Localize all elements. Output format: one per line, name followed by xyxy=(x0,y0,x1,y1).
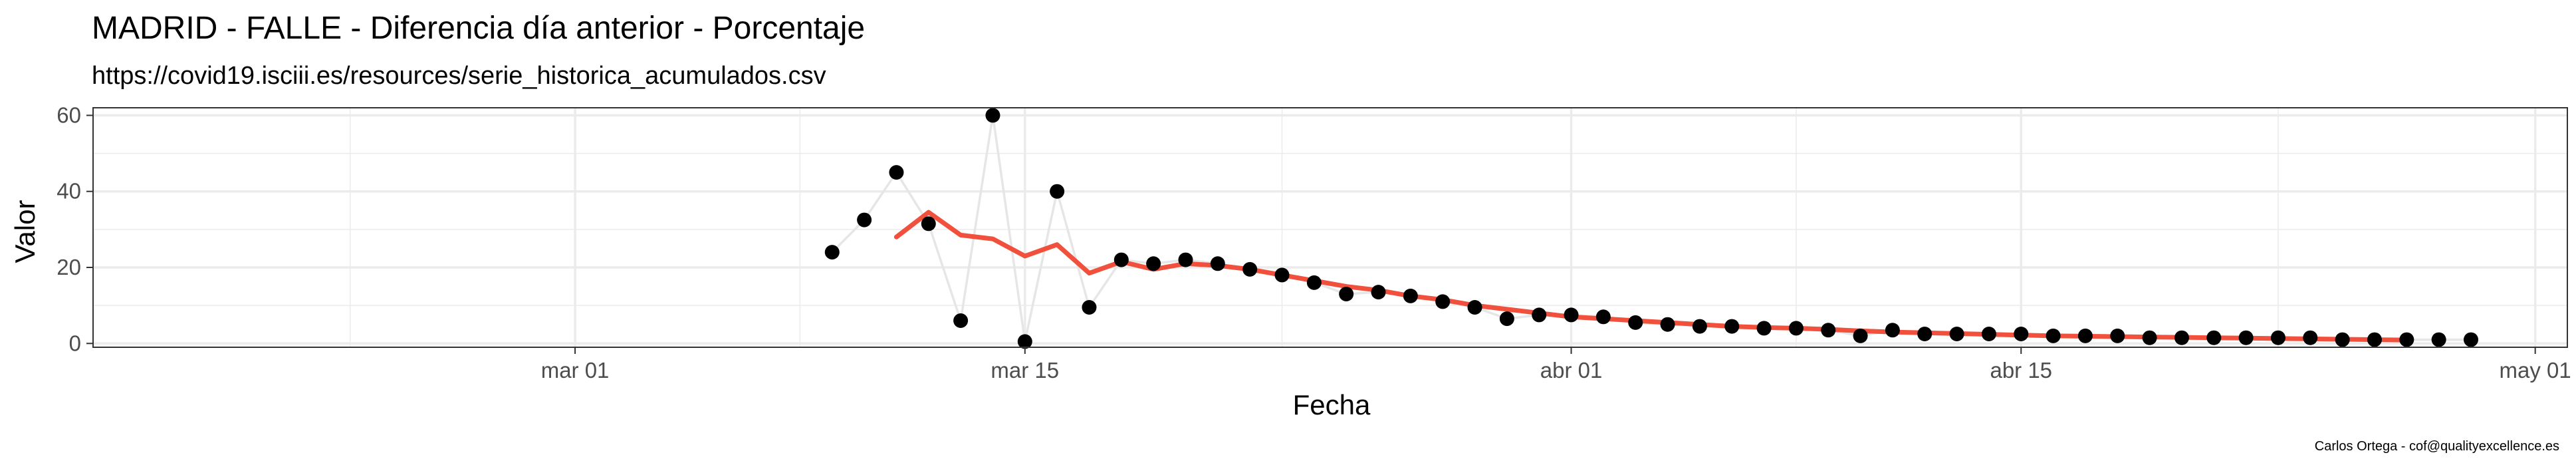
axis-ticks: 0 20 40 60 mar 01 mar 15 abr 01 abr 15 may 01 xyxy=(57,102,2571,383)
data-point xyxy=(824,245,840,260)
data-point xyxy=(2077,328,2093,343)
data-point xyxy=(1499,311,1514,327)
data-point xyxy=(1853,328,1868,343)
chart-title: MADRID - FALLE - Diferencia día anterior… xyxy=(92,11,865,46)
data-point xyxy=(2110,328,2125,343)
data-point xyxy=(2270,330,2285,345)
chart-subtitle: https://covid19.isciii.es/resources/seri… xyxy=(92,62,826,90)
data-point xyxy=(921,216,936,232)
data-point xyxy=(1210,256,1225,271)
data-point xyxy=(2174,330,2189,345)
data-point xyxy=(1435,294,1451,309)
panel-border xyxy=(92,107,2568,348)
data-point xyxy=(2367,332,2382,347)
data-point xyxy=(1532,307,1547,323)
data-point xyxy=(1146,256,1161,271)
data-point xyxy=(1917,327,1932,341)
data-point xyxy=(1050,184,1065,199)
data-point xyxy=(1628,315,1643,330)
data-point xyxy=(1017,334,1032,349)
y-tick-label: 20 xyxy=(57,255,81,279)
data-point xyxy=(1756,321,1772,336)
data-point xyxy=(985,108,1000,123)
data-point xyxy=(1242,261,1258,277)
data-point xyxy=(2014,327,2029,341)
data-point xyxy=(1692,319,1707,334)
data-point xyxy=(889,165,904,180)
data-point xyxy=(1821,323,1836,338)
y-tick-label: 60 xyxy=(57,102,81,127)
data-point xyxy=(953,313,969,328)
data-point xyxy=(2463,332,2478,347)
y-tick-label: 40 xyxy=(57,179,81,204)
raw-line-path xyxy=(831,114,2471,343)
data-points xyxy=(824,108,2478,349)
grid xyxy=(93,108,2567,347)
data-point xyxy=(1949,327,1964,341)
data-point xyxy=(2206,330,2222,345)
data-point xyxy=(1403,288,1418,303)
data-point xyxy=(1595,309,1611,325)
raw-series-line xyxy=(831,114,2471,343)
data-point xyxy=(857,212,872,228)
x-axis-title: Fecha xyxy=(1293,389,1371,420)
x-tick-label: may 01 xyxy=(2500,358,2571,383)
data-point xyxy=(1885,323,1900,338)
data-point xyxy=(2303,330,2318,345)
data-point xyxy=(1306,275,1322,290)
data-point xyxy=(1371,285,1386,300)
data-point xyxy=(2142,330,2157,345)
data-point xyxy=(1660,317,1675,332)
y-axis-title: Valor xyxy=(9,200,41,263)
x-tick-label: mar 15 xyxy=(991,358,1059,383)
smoothed-series-line xyxy=(893,210,2409,343)
y-tick-label: 0 xyxy=(69,331,81,355)
data-point xyxy=(2335,332,2350,347)
data-point xyxy=(1724,319,1740,334)
data-point xyxy=(1981,327,1996,341)
data-point xyxy=(2399,332,2414,347)
data-point xyxy=(1082,300,1097,315)
data-point xyxy=(1339,287,1354,301)
x-tick-label: abr 15 xyxy=(1990,358,2052,383)
caption: Carlos Ortega - cof@qualityexcellence.es xyxy=(2315,439,2559,454)
data-point xyxy=(1274,267,1290,283)
data-point xyxy=(1564,307,1579,323)
data-point xyxy=(1178,252,1193,267)
data-point xyxy=(1788,321,1804,336)
data-point xyxy=(1467,300,1482,315)
x-tick-label: abr 01 xyxy=(1540,358,1603,383)
x-tick-label: mar 01 xyxy=(541,358,610,383)
data-point xyxy=(2238,330,2254,345)
data-point xyxy=(2431,332,2446,347)
smoothed-line-path xyxy=(893,210,2409,343)
data-point xyxy=(2046,328,2061,343)
data-point xyxy=(1113,252,1129,267)
